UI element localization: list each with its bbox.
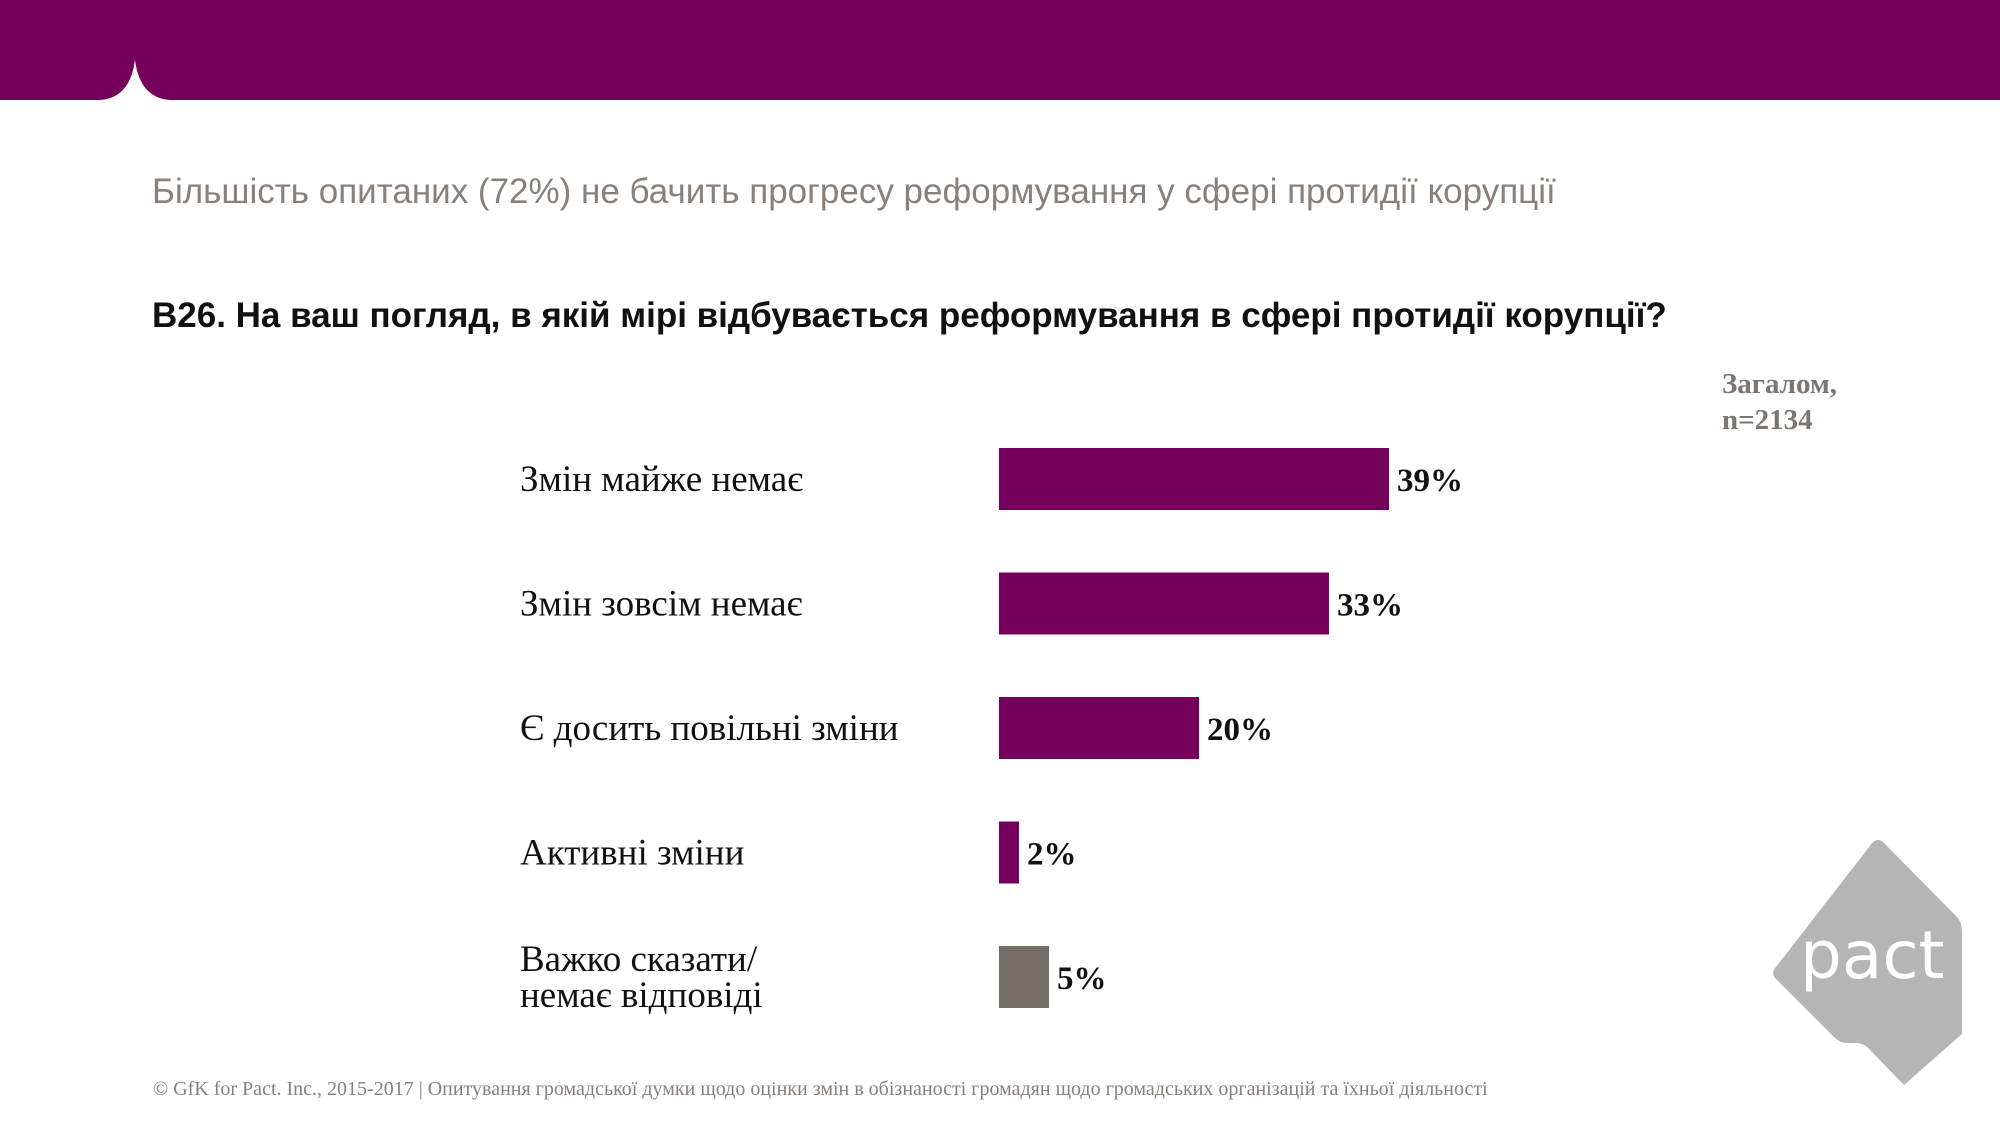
value-label-3: 20% bbox=[1207, 712, 1273, 748]
bar-1 bbox=[999, 448, 1389, 510]
category-label-4: Активні зміни bbox=[520, 833, 744, 874]
category-label-3: Є досить повільні зміни bbox=[520, 708, 899, 749]
bar-2 bbox=[999, 572, 1329, 635]
logo-diamond-shape bbox=[1773, 840, 1962, 1085]
bar-5 bbox=[999, 946, 1049, 1008]
value-label-5: 5% bbox=[1057, 961, 1107, 997]
question-title: B26. На ваш погляд, в якій мірі відбуває… bbox=[152, 296, 1667, 335]
footer-copyright: © GfK for Pact. Inc., 2015-2017 | Опитув… bbox=[153, 1078, 1488, 1100]
category-label-5-line-1: Важко сказати/ bbox=[520, 939, 758, 980]
logo-text: pact bbox=[1800, 917, 1945, 994]
sample-n-label: n=2134 bbox=[1722, 404, 1813, 436]
banner-shape bbox=[0, 0, 2000, 100]
bar-4 bbox=[999, 821, 1019, 884]
category-label-5-line-2: немає відповіді bbox=[520, 975, 763, 1016]
category-label-1: Змін майже немає bbox=[520, 459, 803, 500]
bar-3 bbox=[999, 697, 1199, 759]
pact-logo: pact bbox=[1773, 840, 1962, 1085]
top-banner bbox=[0, 0, 2000, 100]
sample-total-label: Загалом, bbox=[1722, 368, 1837, 400]
sample-size-label: Загалом, n=2134 bbox=[1722, 366, 1837, 438]
slide-subtitle: Більшість опитаних (72%) не бачить прогр… bbox=[152, 172, 1556, 211]
value-label-1: 39% bbox=[1397, 463, 1463, 499]
category-label-2: Змін зовсім немає bbox=[520, 584, 803, 625]
value-label-2: 33% bbox=[1337, 588, 1403, 624]
value-label-4: 2% bbox=[1027, 837, 1077, 873]
